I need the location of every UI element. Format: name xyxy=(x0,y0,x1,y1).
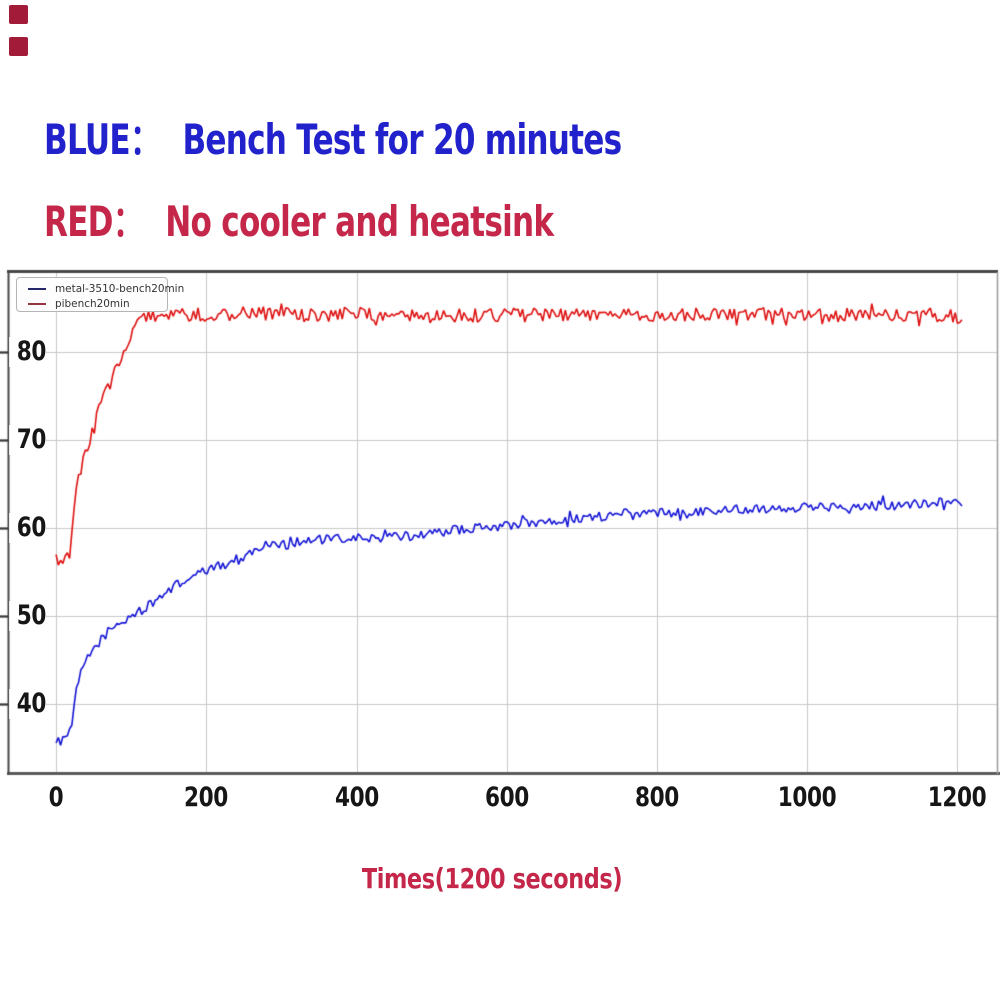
y-tick-label-60: 60 xyxy=(9,512,46,543)
legend-line-swatch-red xyxy=(28,302,46,305)
x-tick-label-1000: 1000 xyxy=(777,782,837,813)
legend-line-swatch-blue xyxy=(28,287,46,290)
x-tick-label-200: 200 xyxy=(184,782,229,813)
legend-row-pibench: pibench20min xyxy=(17,296,167,311)
x-tick-label-600: 600 xyxy=(484,782,529,813)
x-tick-label-0: 0 xyxy=(48,782,64,813)
y-tick-label-70: 70 xyxy=(9,424,46,455)
x-axis-title: Times(1200 seconds) xyxy=(361,862,623,895)
y-tick-label-40: 40 xyxy=(9,688,46,719)
chart-legend: metal-3510-bench20min pibench20min xyxy=(16,277,184,312)
y-tick-label-50: 50 xyxy=(9,600,46,631)
y-tick-label-80: 80 xyxy=(9,337,46,367)
legend-label-pibench: pibench20min xyxy=(55,297,130,310)
x-tick-label-1200: 1200 xyxy=(928,782,987,813)
legend-label-metal: metal-3510-bench20min xyxy=(55,282,185,295)
x-tick-label-400: 400 xyxy=(334,782,379,813)
x-tick-label-800: 800 xyxy=(635,782,679,813)
legend-row-metal: metal-3510-bench20min xyxy=(17,281,184,296)
